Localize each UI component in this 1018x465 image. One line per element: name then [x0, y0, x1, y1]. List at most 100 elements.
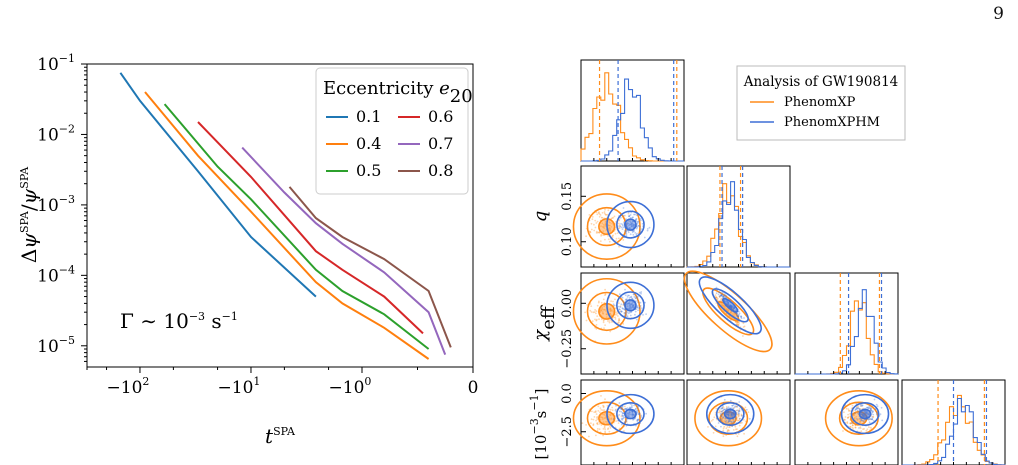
sample-point: [875, 413, 878, 416]
sample-point: [626, 315, 629, 318]
sample-point: [720, 410, 723, 413]
sample-point: [630, 304, 633, 306]
svg-text:χeff: χeff: [530, 305, 559, 343]
sample-point: [629, 303, 632, 306]
sample-point: [636, 222, 639, 224]
sample-point: [607, 224, 610, 227]
sample-point: [864, 412, 867, 414]
sample-point: [628, 220, 630, 222]
sample-point: [860, 413, 863, 415]
panel-frame: [686, 379, 791, 465]
sample-point: [718, 411, 721, 414]
panel-frame: [580, 379, 685, 465]
sample-point: [632, 413, 634, 416]
sample-point: [726, 411, 729, 414]
sample-point: [737, 414, 739, 416]
sample-point: [865, 429, 868, 432]
sample-point: [872, 416, 874, 418]
contour: [722, 297, 739, 313]
sample-point: [738, 410, 741, 413]
sample-point: [635, 214, 638, 217]
sample-point: [729, 410, 731, 413]
panel-frame: [794, 379, 899, 465]
diag-panel-2: [794, 272, 899, 375]
sample-point: [851, 422, 853, 424]
sample-point: [611, 406, 614, 409]
sample-point: [736, 312, 739, 315]
sample-point: [719, 418, 722, 421]
sample-point: [722, 412, 724, 414]
sample-point: [736, 406, 739, 408]
sample-point: [621, 310, 623, 313]
sample-point: [725, 413, 728, 416]
sample-point: [628, 304, 631, 307]
sample-point: [848, 410, 850, 412]
x-tick-label: −100: [329, 375, 372, 398]
sample-point: [875, 403, 878, 406]
panel-frame: [580, 272, 685, 375]
sample-point: [614, 232, 617, 235]
sample-point: [627, 302, 630, 305]
sample-point: [871, 412, 873, 414]
sample-point: [737, 315, 740, 318]
sample-point: [726, 303, 729, 305]
sample-point: [604, 324, 606, 326]
sample-point: [610, 417, 613, 420]
contour: [572, 277, 641, 345]
sample-point: [715, 297, 718, 299]
sample-point: [730, 306, 733, 309]
sample-point: [639, 229, 641, 232]
sample-point: [607, 224, 610, 227]
sample-point: [608, 430, 611, 433]
sample-point: [609, 312, 611, 315]
sample-point: [719, 410, 721, 413]
sample-point: [851, 426, 854, 429]
sample-point: [620, 223, 622, 225]
sample-point: [880, 406, 883, 409]
sample-point: [724, 420, 727, 423]
sample-point: [712, 431, 715, 434]
sample-point: [618, 222, 620, 225]
sample-point: [717, 293, 720, 296]
sample-point: [867, 413, 870, 415]
sample-point: [719, 294, 722, 297]
contour: [715, 401, 745, 427]
sample-point: [622, 214, 625, 217]
page-number: 9: [993, 4, 1004, 24]
row-label-1: q: [530, 211, 551, 223]
sample-point: [635, 295, 638, 298]
sample-point: [866, 415, 868, 417]
sample-point: [727, 303, 729, 305]
sample-point: [634, 310, 637, 313]
sample-point: [608, 417, 610, 420]
sample-point: [600, 235, 602, 237]
sample-point: [621, 423, 623, 426]
sample-point: [601, 417, 604, 419]
sample-point: [629, 407, 632, 409]
sample-point: [584, 311, 586, 314]
sample-point: [628, 406, 631, 409]
sample-point: [730, 305, 733, 308]
sample-point: [600, 233, 603, 236]
sample-point: [881, 419, 884, 422]
sample-point: [631, 404, 633, 407]
sample-point: [602, 418, 604, 421]
sample-point: [724, 408, 726, 411]
sample-point: [629, 223, 632, 226]
sample-point: [854, 412, 856, 415]
sample-point: [641, 307, 643, 309]
sample-point: [745, 408, 748, 411]
histogram-phenomxphm: [795, 289, 899, 375]
sample-point: [737, 315, 740, 318]
sample-point: [625, 311, 627, 313]
sample-point: [631, 297, 633, 300]
sample-point: [738, 413, 740, 415]
sample-point: [645, 313, 647, 315]
sample-point: [603, 308, 606, 311]
sample-point: [627, 224, 630, 227]
sample-point: [727, 302, 730, 304]
sample-point: [732, 307, 735, 310]
histogram-phenomxphm: [581, 78, 684, 162]
contour: [824, 389, 893, 447]
sample-point: [598, 428, 601, 431]
